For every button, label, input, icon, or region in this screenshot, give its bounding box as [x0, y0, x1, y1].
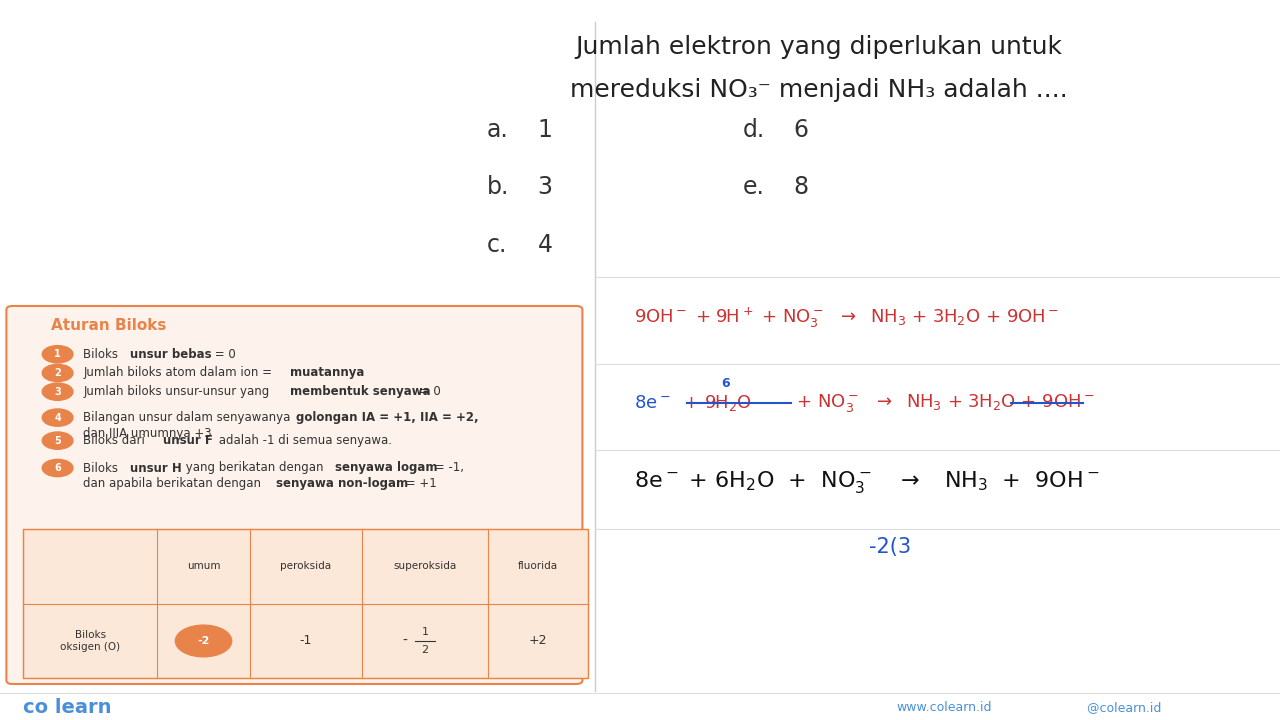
Circle shape — [42, 346, 73, 363]
Text: Aturan Biloks: Aturan Biloks — [51, 318, 166, 333]
Circle shape — [42, 459, 73, 477]
Text: senyawa non-logam: senyawa non-logam — [276, 477, 408, 490]
Text: = 0: = 0 — [416, 385, 440, 398]
Text: = 0: = 0 — [211, 348, 237, 361]
Text: a.: a. — [486, 117, 508, 142]
Text: golongan IA = +1, IIA = +2,: golongan IA = +1, IIA = +2, — [296, 411, 479, 424]
Text: 6: 6 — [794, 117, 809, 142]
Circle shape — [42, 383, 73, 400]
Text: www.colearn.id: www.colearn.id — [896, 701, 992, 714]
Text: muatannya: muatannya — [289, 366, 364, 379]
Text: dan apabila berikatan dengan: dan apabila berikatan dengan — [83, 477, 265, 490]
Text: 2: 2 — [54, 368, 61, 378]
Circle shape — [175, 625, 232, 657]
Text: yang berikatan dengan: yang berikatan dengan — [182, 462, 326, 474]
Text: c.: c. — [486, 233, 507, 257]
Text: +2: +2 — [529, 634, 547, 647]
Text: Jumlah elektron yang diperlukan untuk: Jumlah elektron yang diperlukan untuk — [576, 35, 1062, 59]
Text: 6: 6 — [54, 463, 61, 473]
Text: adalah -1 di semua senyawa.: adalah -1 di semua senyawa. — [215, 434, 392, 447]
Text: 1: 1 — [421, 626, 429, 636]
Text: -2: -2 — [197, 636, 210, 646]
Text: 8e$^-$ + 6H$_2$O  +  NO$_3^-$   $\rightarrow$   NH$_3$  +  9OH$^-$: 8e$^-$ + 6H$_2$O + NO$_3^-$ $\rightarrow… — [634, 469, 1100, 495]
Text: Bilangan unsur dalam senyawanya: Bilangan unsur dalam senyawanya — [83, 411, 294, 424]
Text: fluorida: fluorida — [517, 562, 558, 572]
Text: 5: 5 — [54, 436, 61, 446]
Text: -2(3: -2(3 — [869, 537, 910, 557]
Text: Jumlah biloks atom dalam ion =: Jumlah biloks atom dalam ion = — [83, 366, 276, 379]
Text: e.: e. — [742, 175, 764, 199]
Text: 4: 4 — [54, 413, 61, 423]
Circle shape — [42, 364, 73, 382]
Text: umum: umum — [187, 562, 220, 572]
Text: -: - — [402, 634, 407, 648]
Bar — [23, 529, 588, 678]
Text: peroksida: peroksida — [280, 562, 332, 572]
Text: = -1,: = -1, — [431, 462, 465, 474]
Text: 1: 1 — [54, 349, 61, 359]
Text: + NO$_3^-$  $\rightarrow$  NH$_3$ + 3H$_2$O + 9OH$^-$: + NO$_3^-$ $\rightarrow$ NH$_3$ + 3H$_2$… — [791, 392, 1094, 414]
Text: membentuk senyawa: membentuk senyawa — [289, 385, 430, 398]
Text: -1: -1 — [300, 634, 312, 647]
Text: Jumlah biloks unsur-unsur yang: Jumlah biloks unsur-unsur yang — [83, 385, 273, 398]
Text: Biloks: Biloks — [83, 348, 122, 361]
Text: unsur bebas: unsur bebas — [129, 348, 211, 361]
Text: Biloks
oksigen (O): Biloks oksigen (O) — [60, 630, 120, 652]
Circle shape — [42, 432, 73, 449]
Text: senyawa logam: senyawa logam — [335, 462, 438, 474]
Text: b.: b. — [486, 175, 508, 199]
FancyBboxPatch shape — [6, 306, 582, 684]
Text: 6: 6 — [722, 377, 730, 390]
Text: 8e$^-$: 8e$^-$ — [634, 395, 669, 412]
Text: dan IIIA umumnya +3: dan IIIA umumnya +3 — [83, 427, 211, 440]
Text: 1: 1 — [538, 117, 553, 142]
Text: unsur H: unsur H — [129, 462, 182, 474]
Text: mereduksi NO₃⁻ menjadi NH₃ adalah ....: mereduksi NO₃⁻ menjadi NH₃ adalah .... — [571, 78, 1068, 102]
Text: 9OH$^-$ + 9H$^+$ + NO$_3^-$  $\rightarrow$  NH$_3$ + 3H$_2$O + 9OH$^-$: 9OH$^-$ + 9H$^+$ + NO$_3^-$ $\rightarrow… — [634, 306, 1059, 330]
Text: @colearn.id: @colearn.id — [1075, 701, 1161, 714]
Text: 4: 4 — [538, 233, 553, 257]
Text: Biloks dari: Biloks dari — [83, 434, 148, 447]
Text: 3: 3 — [54, 387, 61, 397]
Text: 2: 2 — [421, 645, 429, 655]
Text: d.: d. — [742, 117, 764, 142]
Text: unsur F: unsur F — [163, 434, 212, 447]
Text: superoksida: superoksida — [393, 562, 457, 572]
Circle shape — [42, 409, 73, 426]
Text: = +1: = +1 — [402, 477, 438, 490]
Text: Biloks: Biloks — [83, 462, 122, 474]
Text: 8: 8 — [794, 175, 809, 199]
Text: 3: 3 — [538, 175, 553, 199]
Text: + 9H$_2$O: + 9H$_2$O — [678, 393, 753, 413]
Text: co learn: co learn — [23, 698, 111, 716]
